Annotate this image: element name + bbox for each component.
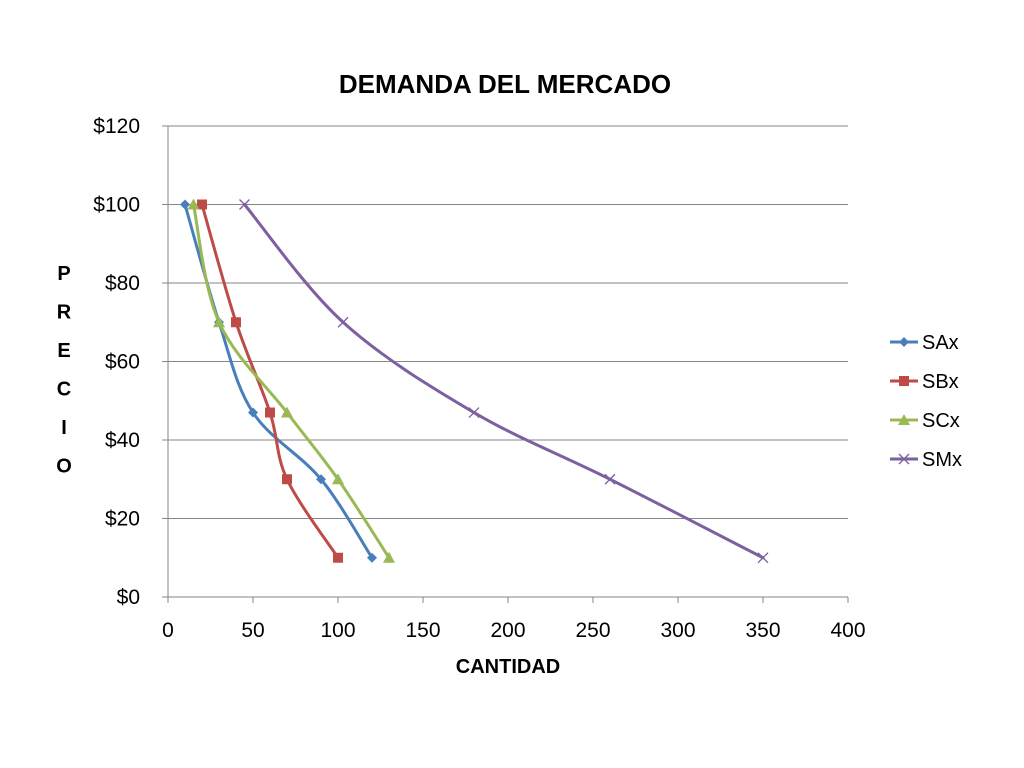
data-point-sbx <box>197 199 207 210</box>
legend-item-scx: SCx <box>890 410 960 432</box>
legend-item-sax: SAx <box>890 332 959 354</box>
y-axis-title-letter: E <box>57 340 70 362</box>
data-point-scx <box>332 473 344 485</box>
data-point-sbx <box>265 407 275 418</box>
data-point-smx <box>239 199 250 210</box>
series-line-sax <box>183 203 374 560</box>
series-markers <box>180 198 769 564</box>
x-tick-label: 350 <box>745 619 780 642</box>
legend-label-scx: SCx <box>922 410 960 432</box>
gridlines <box>168 125 848 519</box>
legend-label-smx: SMx <box>922 449 962 471</box>
series-line-scx <box>192 203 391 560</box>
data-point-smx-stroke <box>757 552 769 564</box>
data-point-smx-stroke <box>604 473 616 485</box>
legend: SAx SBx SCx SMx <box>890 332 962 471</box>
legend-marker-smx <box>898 453 910 465</box>
data-point-scx <box>187 198 200 210</box>
y-tick-label: $60 <box>105 351 140 374</box>
series-line-sbx <box>200 203 340 560</box>
y-axis-title-letter: I <box>61 417 67 439</box>
x-tick-label: 100 <box>320 619 355 642</box>
data-point-smx <box>757 552 769 564</box>
y-tick-label: $80 <box>105 272 140 295</box>
y-axis-title-letter: C <box>57 379 71 401</box>
data-point-scx <box>213 316 225 328</box>
x-tick-label: 0 <box>162 619 174 642</box>
x-tick-label: 200 <box>490 619 525 642</box>
y-axis-title-letter: R <box>57 302 72 324</box>
x-axis-title: CANTIDAD <box>456 656 560 678</box>
data-point-scx <box>383 551 395 563</box>
data-point-smx <box>337 316 349 328</box>
y-axis-title-letter: O <box>56 456 72 478</box>
legend-marker-scx <box>898 414 910 425</box>
x-tick-label: 300 <box>660 619 695 642</box>
x-tick-label: 150 <box>405 619 440 642</box>
data-point-sax <box>248 407 258 418</box>
axes: $0 $20 $40 $60 $80 $100 $120 0 50 100 150 200 250 300… <box>93 115 865 642</box>
legend-label-sbx: SBx <box>922 371 959 393</box>
data-point-smx-stroke <box>337 316 349 328</box>
y-tick-label: $20 <box>105 508 140 531</box>
y-tick-label: $120 <box>93 115 140 138</box>
legend-marker-sax <box>899 337 909 347</box>
chart-title: DEMANDA DEL MERCADO <box>339 69 671 99</box>
data-point-smx <box>604 473 616 485</box>
legend-label-sax: SAx <box>922 332 959 354</box>
data-point-smx-stroke <box>468 407 480 418</box>
data-point-smx-stroke <box>239 199 250 210</box>
x-tick-label: 50 <box>241 619 264 642</box>
series-lines <box>183 203 765 560</box>
y-tick-label: $40 <box>105 429 140 452</box>
x-tick-label: 400 <box>830 619 865 642</box>
legend-marker-sbx <box>899 376 909 386</box>
y-axis-title-letter: P <box>57 263 70 285</box>
data-point-sax <box>367 552 377 563</box>
data-point-sax <box>180 199 190 210</box>
x-tick-label: 250 <box>575 619 610 642</box>
legend-item-smx: SMx <box>890 449 962 471</box>
series-line-smx <box>243 203 765 560</box>
y-tick-label: $0 <box>117 586 140 609</box>
data-point-sbx <box>231 317 241 328</box>
data-point-scx <box>281 406 293 418</box>
data-point-sax <box>316 474 326 485</box>
legend-marker-smx-stroke <box>898 453 910 465</box>
data-point-smx <box>468 407 480 418</box>
data-point-sbx <box>333 552 343 563</box>
data-point-sbx <box>282 474 292 485</box>
legend-item-sbx: SBx <box>890 371 959 393</box>
y-tick-label: $100 <box>93 194 140 217</box>
